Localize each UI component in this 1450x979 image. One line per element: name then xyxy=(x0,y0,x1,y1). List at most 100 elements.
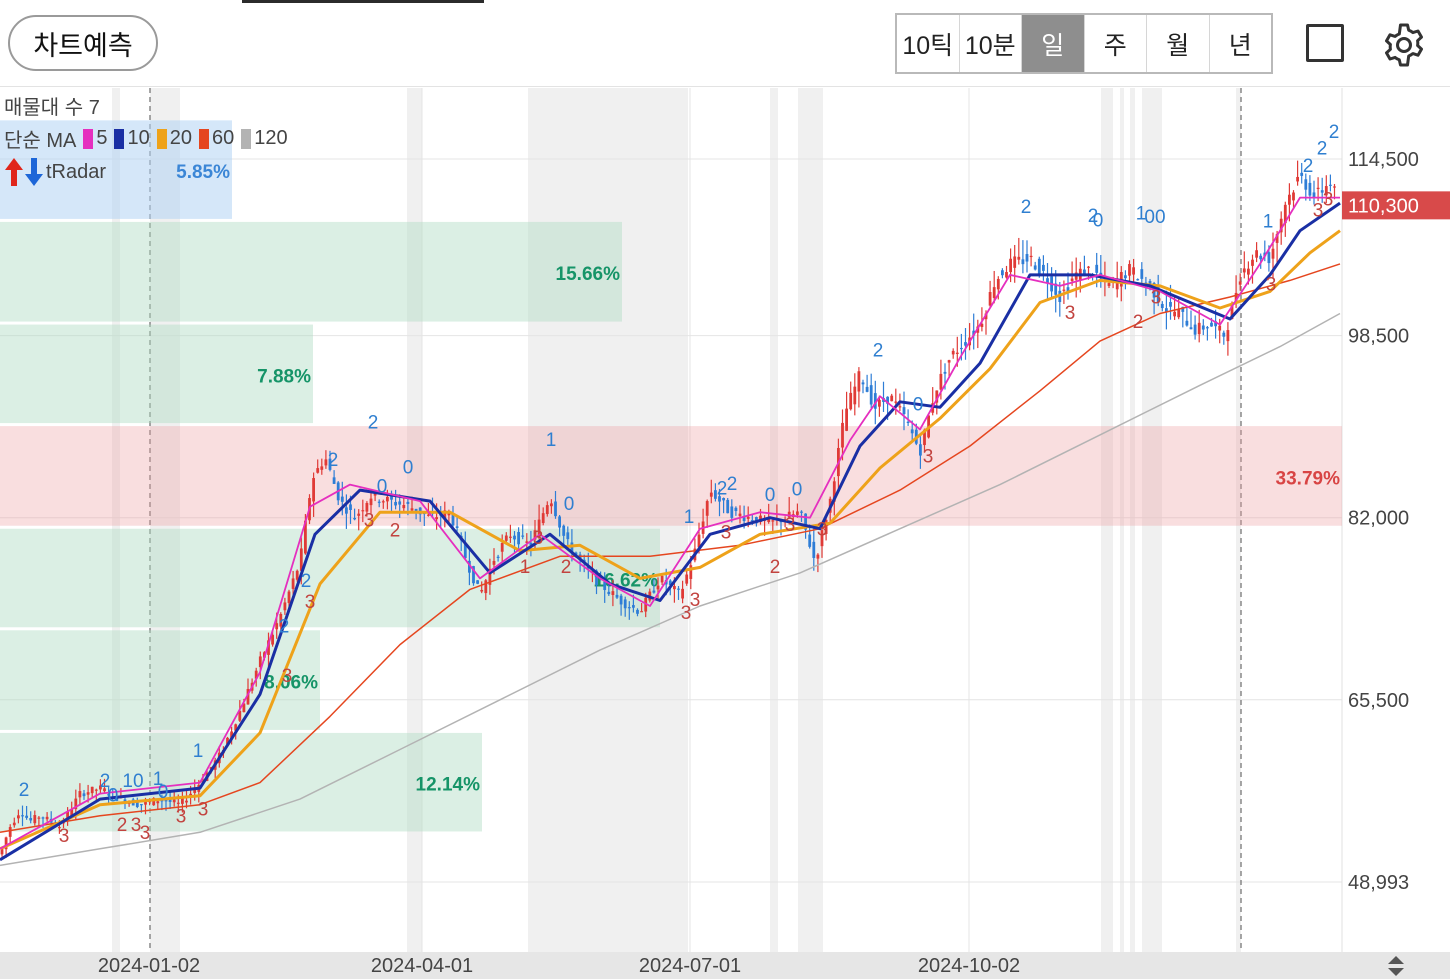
non-trading-band xyxy=(1142,88,1162,952)
candle-body xyxy=(1042,264,1045,271)
volume-profile-label: 33.79% xyxy=(1276,468,1341,489)
candle-body xyxy=(1132,267,1135,275)
tradar-label: tRadar xyxy=(46,160,107,183)
candle-body xyxy=(1095,264,1099,273)
candle-body xyxy=(164,799,168,802)
volume-profile-bar xyxy=(0,528,660,628)
gear-icon[interactable] xyxy=(1381,22,1427,68)
candle-body xyxy=(1140,269,1144,279)
candle-body xyxy=(332,477,336,484)
ma-period-label: 60 xyxy=(211,127,235,149)
candle-body xyxy=(1238,281,1242,285)
candle-body xyxy=(1009,258,1012,273)
candle-body xyxy=(820,530,824,547)
candle-body xyxy=(324,459,328,466)
candle-body xyxy=(960,347,963,350)
period-tab[interactable]: 10틱 xyxy=(897,15,960,72)
ma-legend[interactable]: 단순 MA 5 10 20 60 120 xyxy=(4,124,288,153)
non-trading-band xyxy=(1236,88,1241,952)
candle-body xyxy=(734,507,738,512)
candle-body xyxy=(517,531,520,545)
candle-body xyxy=(1312,192,1316,198)
candle-body xyxy=(1333,186,1336,188)
candle-body xyxy=(1324,186,1328,196)
header-divider xyxy=(0,86,1450,87)
signal-label: 00 xyxy=(1144,207,1165,228)
signal-label: 2 xyxy=(1021,197,1032,218)
candle-body xyxy=(0,848,4,855)
candle-body xyxy=(246,688,250,705)
signal-label: 2 xyxy=(1088,206,1099,227)
signal-label: 2 xyxy=(561,557,572,578)
tradar-legend[interactable]: tRadar xyxy=(4,157,106,187)
candle-body xyxy=(824,519,828,534)
candle-body xyxy=(455,526,459,528)
candle-body xyxy=(345,507,348,514)
candle-body xyxy=(1070,278,1074,282)
scroll-handle-icon[interactable] xyxy=(1385,954,1407,978)
candle-body xyxy=(619,595,623,605)
period-tab[interactable]: 년 xyxy=(1228,31,1252,60)
candle-body xyxy=(939,373,943,390)
square-icon[interactable] xyxy=(1306,24,1344,62)
y-tick-label: 98,500 xyxy=(1348,326,1409,348)
signal-label: 0 xyxy=(913,395,924,416)
candle-body xyxy=(1177,309,1181,318)
chart-predict-button[interactable]: 차트예측 xyxy=(8,15,158,71)
candle-body xyxy=(841,422,844,448)
period-tab[interactable]: 월 xyxy=(1147,15,1210,72)
candle-body xyxy=(742,517,746,522)
x-axis-bar[interactable] xyxy=(0,952,1450,979)
signal-label: 1 xyxy=(193,741,204,762)
candle-body xyxy=(689,565,693,579)
candle-body xyxy=(410,508,414,511)
candle-body xyxy=(238,710,242,721)
candle-body xyxy=(74,798,78,810)
candle-body xyxy=(66,811,69,822)
candle-body xyxy=(566,532,570,540)
candle-body xyxy=(476,580,479,584)
candle-body xyxy=(258,656,262,668)
ma-swatch xyxy=(114,128,125,149)
signal-label: 3 xyxy=(1151,288,1162,309)
holiday-bands xyxy=(112,88,1241,952)
candle-body xyxy=(1013,256,1017,268)
signal-label: 3 xyxy=(176,806,187,827)
signal-label: 2 xyxy=(1303,156,1314,177)
volume-profile-label: 12.14% xyxy=(416,775,481,796)
signal-label: 3 xyxy=(690,590,701,611)
candle-body xyxy=(33,815,37,824)
candle-body xyxy=(451,513,455,526)
candle-body xyxy=(1251,259,1254,266)
period-tab[interactable]: 10분 xyxy=(960,15,1022,72)
candle-body xyxy=(554,501,557,517)
non-trading-band xyxy=(112,88,120,952)
volume-profile-label: 5.85% xyxy=(176,162,230,183)
candle-body xyxy=(816,554,820,559)
candle-body xyxy=(1214,321,1217,327)
candle-body xyxy=(767,517,771,522)
signal-label: 2 xyxy=(117,815,128,836)
period-tab[interactable]: 주 xyxy=(1085,15,1147,72)
candle-body xyxy=(472,566,475,584)
candle-body xyxy=(1185,320,1189,326)
candle-body xyxy=(726,499,730,514)
candle-body xyxy=(17,815,20,819)
candle-body xyxy=(562,525,566,536)
candle-body xyxy=(357,513,361,516)
period-tab[interactable]: 일 xyxy=(1022,15,1085,72)
candle-body xyxy=(951,350,955,355)
candle-body xyxy=(1021,259,1025,265)
candle-body xyxy=(1279,218,1283,233)
candle-body xyxy=(804,513,807,530)
moving-average-line xyxy=(0,196,1340,850)
candle-body xyxy=(58,827,61,829)
candle-body xyxy=(652,590,656,593)
candle-body xyxy=(287,591,291,603)
signal-label: 10 xyxy=(122,771,143,792)
signal-label: 3 xyxy=(131,815,142,836)
signal-label: 0 xyxy=(792,480,803,501)
volume-profile-label: 15.66% xyxy=(556,264,621,285)
candle-body xyxy=(140,804,143,806)
